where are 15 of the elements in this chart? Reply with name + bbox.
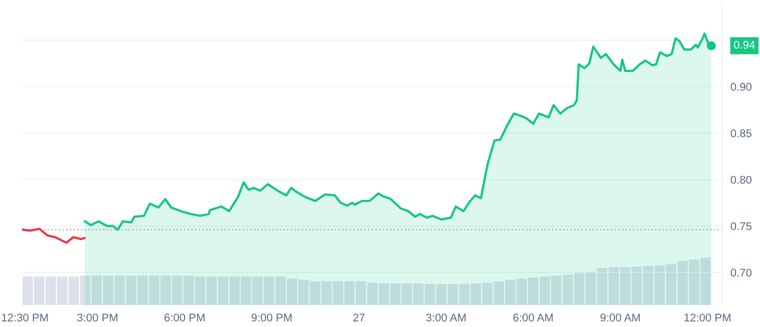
y-tick-label: 0.85 (730, 129, 752, 138)
x-tick-label: 6:00 AM (513, 314, 553, 322)
x-tick-label: 12:30 PM (2, 314, 48, 322)
x-tick-label: 3:00 AM (426, 314, 466, 322)
x-tick-label: 6:00 PM (164, 314, 204, 322)
y-tick-label: 0.90 (730, 82, 752, 91)
x-tick-label: 12:00 PM (684, 314, 730, 322)
x-tick-label: 3:00 PM (77, 314, 118, 322)
x-tick-label: 27 (353, 314, 365, 322)
x-tick-label: 9:00 AM (600, 314, 640, 322)
y-tick-label: 0.75 (730, 222, 752, 230)
x-tick-label: 9:00 PM (252, 314, 292, 322)
annotation: 0.94 (734, 40, 755, 49)
y-tick-label: 0.70 (730, 268, 752, 277)
y-tick-label: 0.80 (730, 176, 752, 184)
